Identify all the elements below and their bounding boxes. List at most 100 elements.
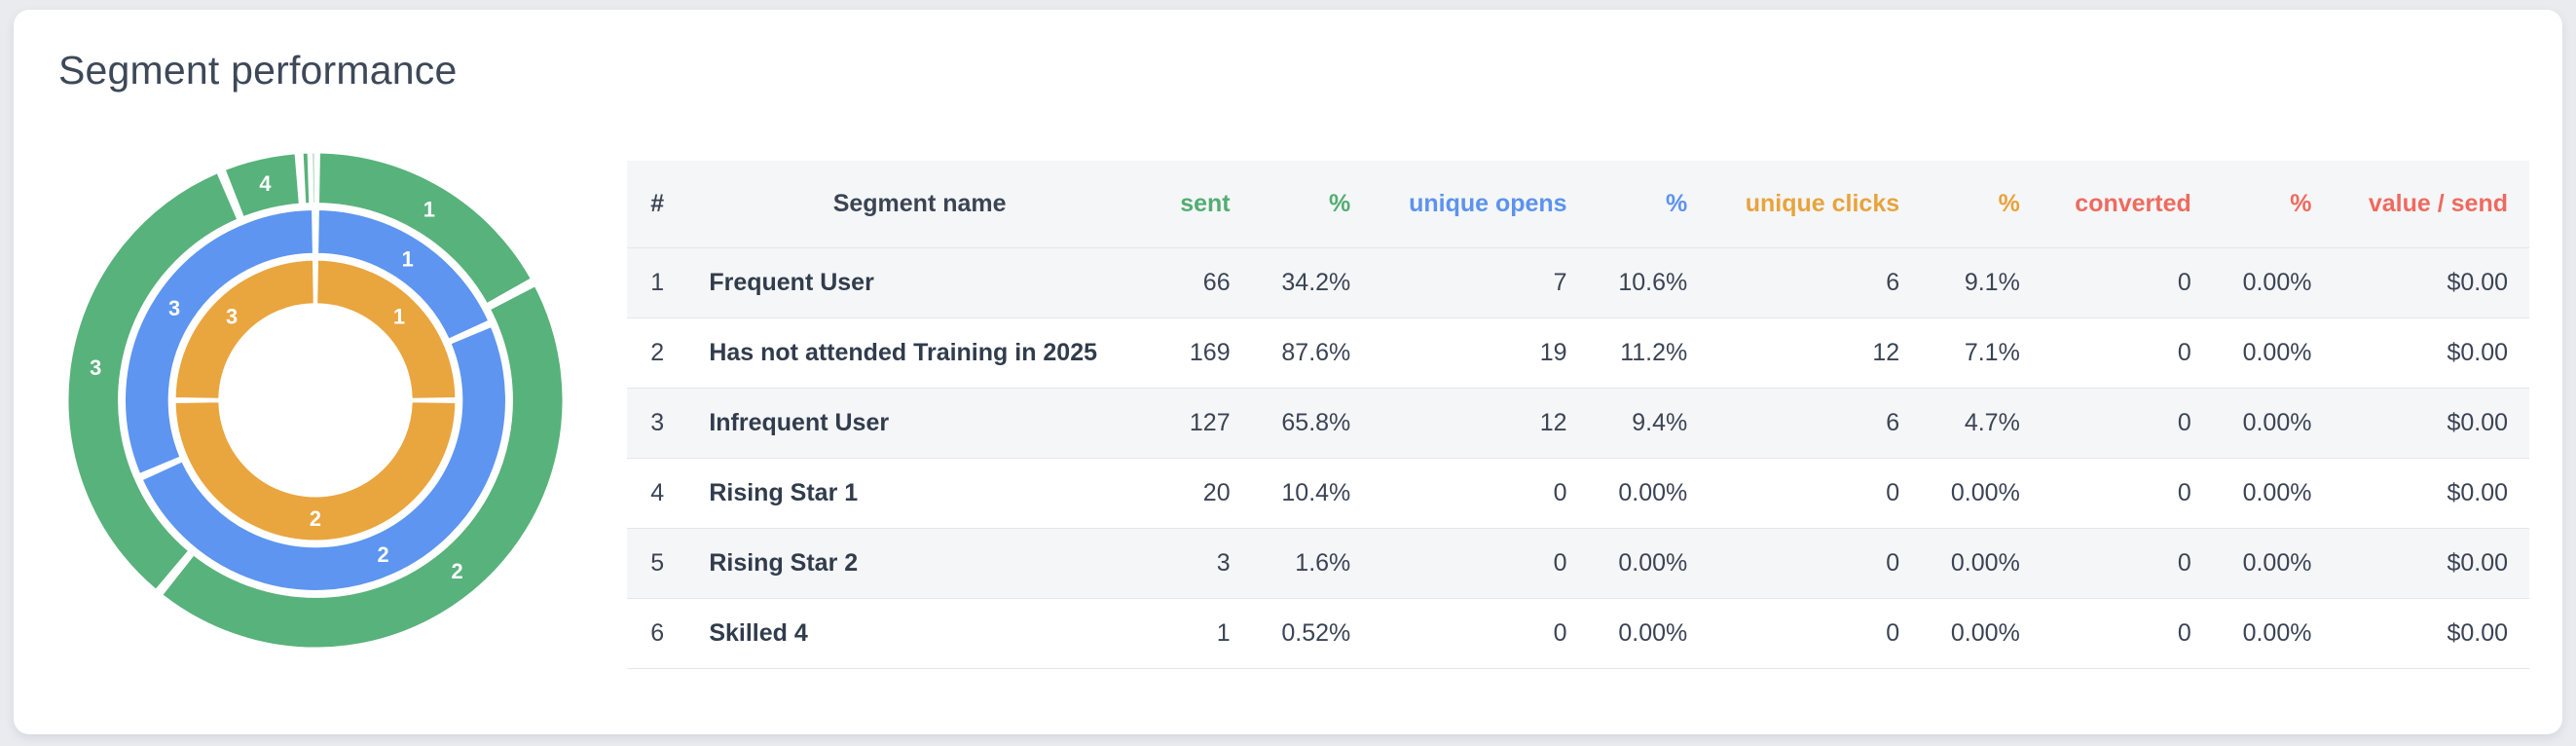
table-header: # Segment name sent% unique opens% unique cl… (627, 161, 2529, 248)
table-row: 4 Rising Star 1 20 10.4% 0 0.00% 0 0.00% 0 0.00% $… (627, 458, 2529, 529)
donut-segment-ring1-4[interactable] (224, 153, 300, 218)
cell-clicks_pct: 0.00% (1921, 598, 2042, 669)
cell-clicks: 0 (1709, 528, 1922, 599)
cell-sent: 66 (1151, 247, 1252, 318)
cell-converted: 0 (2041, 528, 2213, 599)
donut-segment-ring1-5[interactable] (302, 152, 311, 205)
cell-value_send: $0.00 (2333, 528, 2529, 599)
cell-name: Skilled 4 (687, 598, 1152, 669)
cell-opens: 0 (1372, 598, 1589, 669)
donut-segment-ring3-3[interactable] (174, 259, 314, 399)
cell-sent: 127 (1151, 388, 1252, 459)
col-header-opens_pct: % (1588, 161, 1710, 248)
cell-sent: 3 (1151, 528, 1252, 599)
col-header-clicks_pct: % (1921, 161, 2042, 248)
table-header-row: # Segment name sent% unique opens% unique cl… (627, 161, 2529, 248)
page-title: Segment performance (58, 48, 458, 93)
cell-sent_pct: 65.8% (1251, 388, 1373, 459)
donut-segment-ring2-3[interactable] (125, 209, 313, 475)
cell-clicks: 12 (1709, 317, 1922, 389)
cell-name: Frequent User (687, 247, 1152, 318)
cell-index: 4 (627, 458, 688, 529)
cell-opens: 19 (1372, 317, 1589, 389)
donut-segment-ring3-1[interactable] (316, 259, 457, 399)
table-row: 1 Frequent User 66 34.2% 7 10.6% 6 9.1% 0 0.00% $0… (627, 247, 2529, 318)
cell-name: Rising Star 2 (687, 528, 1152, 599)
cell-opens: 0 (1372, 528, 1589, 599)
cell-opens: 7 (1372, 247, 1589, 318)
donut-segment-ring1-2[interactable] (162, 285, 564, 649)
table-row: 2 Has not attended Training in 2025 169 87.… (627, 317, 2529, 389)
cell-clicks_pct: 9.1% (1921, 247, 2042, 318)
cell-name: Has not attended Training in 2025 (687, 317, 1152, 389)
cell-sent_pct: 1.6% (1251, 528, 1373, 599)
cell-opens_pct: 0.00% (1588, 598, 1710, 669)
cell-converted_pct: 0.00% (2212, 598, 2334, 669)
table-body: 1 Frequent User 66 34.2% 7 10.6% 6 9.1% 0 0.00% $0… (627, 247, 2529, 669)
table-row: 6 Skilled 4 1 0.52% 0 0.00% 0 0.00% 0 0.00% $0.00 (627, 598, 2529, 669)
cell-converted: 0 (2041, 598, 2213, 669)
cell-sent: 20 (1151, 458, 1252, 529)
col-header-name: Segment name (687, 161, 1152, 248)
donut-segment-ring2-2[interactable] (141, 325, 506, 591)
cell-clicks: 0 (1709, 598, 1922, 669)
donut-segment-ring3-2[interactable] (174, 401, 457, 541)
cell-clicks_pct: 0.00% (1921, 458, 2042, 529)
col-header-converted: converted (2041, 161, 2213, 248)
cell-converted_pct: 0.00% (2212, 388, 2334, 459)
cell-value_send: $0.00 (2333, 247, 2529, 318)
cell-index: 2 (627, 317, 688, 389)
donut-segment-ring1-3[interactable] (67, 172, 239, 590)
cell-index: 1 (627, 247, 688, 318)
cell-opens: 12 (1372, 388, 1589, 459)
cell-sent_pct: 34.2% (1251, 247, 1373, 318)
cell-converted_pct: 0.00% (2212, 528, 2334, 599)
col-header-sent_pct: % (1251, 161, 1373, 248)
table-row: 5 Rising Star 2 3 1.6% 0 0.00% 0 0.00% 0 0.00% $0.… (627, 528, 2529, 599)
cell-index: 5 (627, 528, 688, 599)
donut-segment-label: 2 (310, 506, 321, 531)
col-header-sent: sent (1151, 161, 1252, 248)
donut-segment-label: 4 (259, 171, 272, 196)
donut-segment-ring1-6[interactable] (312, 152, 315, 205)
cell-sent: 1 (1151, 598, 1252, 669)
donut-segment-ring2-1[interactable] (317, 209, 490, 340)
cell-value_send: $0.00 (2333, 388, 2529, 459)
cell-clicks: 6 (1709, 388, 1922, 459)
cell-converted_pct: 0.00% (2212, 247, 2334, 318)
cell-name: Infrequent User (687, 388, 1152, 459)
cell-clicks_pct: 0.00% (1921, 528, 2042, 599)
cell-clicks_pct: 4.7% (1921, 388, 2042, 459)
cell-opens_pct: 9.4% (1588, 388, 1710, 459)
donut-segment-label: 1 (423, 197, 435, 221)
cell-converted: 0 (2041, 317, 2213, 389)
segment-performance-table: # Segment name sent% unique opens% unique cl… (627, 161, 2529, 669)
col-header-opens: unique opens (1372, 161, 1589, 248)
segment-donut-chart[interactable]: 1 2 3 4 1 2 3 1 2 3 (64, 149, 567, 652)
cell-converted_pct: 0.00% (2212, 458, 2334, 529)
cell-sent_pct: 0.52% (1251, 598, 1373, 669)
cell-sent: 169 (1151, 317, 1252, 389)
cell-name: Rising Star 1 (687, 458, 1152, 529)
cell-converted: 0 (2041, 388, 2213, 459)
cell-sent_pct: 87.6% (1251, 317, 1373, 389)
cell-sent_pct: 10.4% (1251, 458, 1373, 529)
cell-index: 3 (627, 388, 688, 459)
donut-segment-label: 2 (452, 559, 463, 583)
cell-index: 6 (627, 598, 688, 669)
cell-clicks: 0 (1709, 458, 1922, 529)
col-header-clicks: unique clicks (1709, 161, 1922, 248)
donut-segment-label: 3 (168, 296, 180, 320)
donut-segment-ring1-1[interactable] (318, 152, 532, 305)
cell-clicks: 6 (1709, 247, 1922, 318)
donut-segment-label: 3 (90, 355, 101, 380)
cell-converted: 0 (2041, 247, 2213, 318)
cell-converted_pct: 0.00% (2212, 317, 2334, 389)
donut-segment-label: 2 (377, 542, 388, 567)
col-header-converted_pct: % (2212, 161, 2334, 248)
donut-chart-container: 1 2 3 4 1 2 3 1 2 3 (64, 149, 570, 656)
segment-table-container: # Segment name sent% unique opens% unique cl… (627, 161, 2529, 669)
col-header-index: # (627, 161, 688, 248)
